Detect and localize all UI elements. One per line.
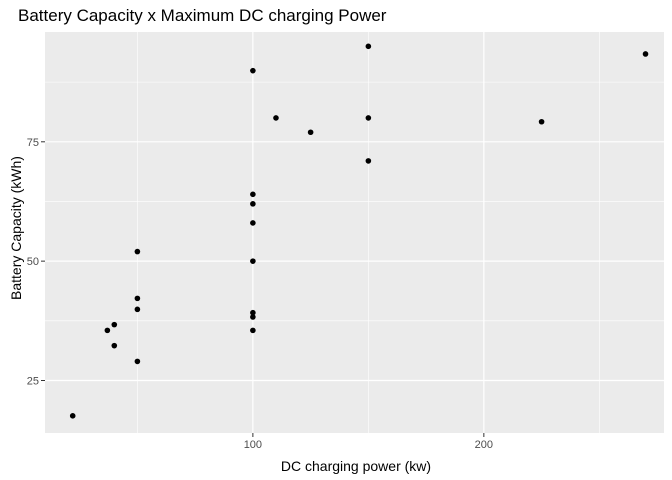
data-point	[365, 43, 372, 50]
data-point	[250, 309, 256, 316]
data-point	[111, 342, 118, 349]
data-point	[134, 295, 141, 302]
data-point	[250, 314, 256, 320]
data-point	[250, 201, 256, 207]
x-axis-title: DC charging power (kw)	[281, 458, 431, 474]
y-tick-label: 75	[27, 137, 39, 149]
data-point	[307, 129, 314, 136]
data-point	[69, 413, 76, 419]
data-point	[250, 191, 256, 198]
major-gridlines	[45, 32, 664, 433]
data-point	[111, 321, 118, 328]
data-point	[250, 220, 256, 226]
data-point	[273, 115, 279, 121]
data-point	[134, 248, 141, 255]
data-point	[250, 67, 256, 74]
data-point	[104, 327, 111, 334]
data-point	[134, 306, 141, 313]
y-tick-label: 25	[27, 375, 39, 387]
data-point	[642, 51, 649, 57]
minor-gridlines	[45, 32, 664, 433]
data-points	[69, 43, 649, 419]
data-point	[134, 358, 141, 365]
y-tick-label: 50	[27, 256, 39, 268]
chart-title: Battery Capacity x Maximum DC charging P…	[18, 6, 387, 25]
data-point	[365, 158, 372, 164]
axis-ticks: 100 200 25 50 75	[27, 137, 493, 451]
data-point	[365, 115, 372, 121]
y-axis-title: Battery Capacity (kWh)	[8, 156, 24, 300]
data-point	[250, 258, 256, 264]
plot-panel	[45, 32, 664, 433]
data-point	[538, 118, 545, 125]
x-tick-label: 100	[244, 439, 262, 451]
data-point	[250, 327, 256, 334]
x-tick-label: 200	[475, 439, 493, 451]
